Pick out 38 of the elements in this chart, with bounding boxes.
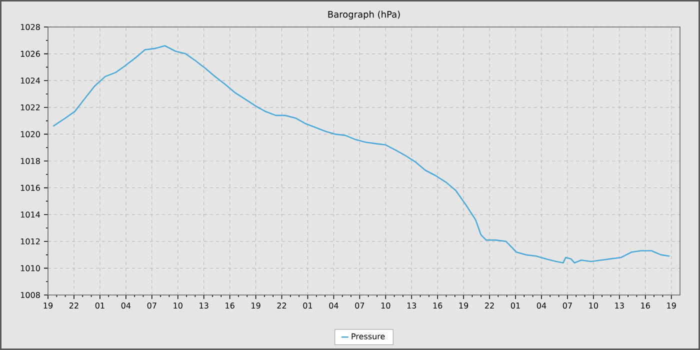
x-tick-label: 16 bbox=[641, 302, 650, 309]
x-tick-label: 13 bbox=[615, 302, 624, 309]
x-tick-label: 13 bbox=[200, 302, 208, 309]
x-tick-label: 01 bbox=[303, 302, 312, 309]
x-tick-label: 04 bbox=[536, 302, 546, 309]
y-tick-label: 1028 bbox=[20, 24, 40, 30]
x-tick-label: 22 bbox=[485, 302, 494, 308]
y-tick-label: 1016 bbox=[20, 184, 40, 191]
x-tick-label: 07 bbox=[562, 302, 572, 309]
y-tick-label: 1014 bbox=[20, 212, 40, 218]
x-tick-label: 04 bbox=[329, 302, 338, 309]
chart-title: Barograph (hPa) bbox=[328, 10, 400, 20]
x-tick-label: 07 bbox=[355, 302, 364, 309]
y-tick-label: 1018 bbox=[20, 158, 40, 164]
x-tick-label: 19 bbox=[667, 302, 676, 309]
x-tick-label: 19 bbox=[44, 302, 53, 309]
y-tick-label: 1010 bbox=[20, 265, 40, 272]
legend-label: Pressure bbox=[352, 333, 385, 340]
x-tick-label: 10 bbox=[381, 302, 390, 309]
x-tick-label: 10 bbox=[589, 302, 598, 309]
y-tick-label: 1012 bbox=[20, 238, 40, 244]
x-tick-label: 07 bbox=[147, 302, 156, 309]
x-tick-label: 01 bbox=[95, 302, 104, 309]
x-tick-label: 19 bbox=[252, 302, 260, 309]
y-tick-label: 1026 bbox=[20, 50, 40, 57]
x-tick-label: 16 bbox=[433, 302, 442, 309]
x-tick-label: 10 bbox=[174, 302, 182, 309]
y-tick-label: 1020 bbox=[20, 131, 40, 138]
x-tick-label: 22 bbox=[277, 302, 286, 308]
y-tick-label: 1008 bbox=[20, 292, 40, 298]
x-tick-label: 04 bbox=[121, 302, 131, 309]
x-tick-label: 16 bbox=[226, 302, 234, 309]
x-tick-label: 13 bbox=[407, 302, 416, 309]
x-tick-label: 01 bbox=[510, 302, 520, 309]
x-tick-label: 19 bbox=[459, 302, 468, 309]
x-tick-label: 22 bbox=[69, 302, 78, 308]
y-tick-label: 1022 bbox=[20, 104, 40, 110]
y-tick-label: 1024 bbox=[20, 78, 40, 84]
